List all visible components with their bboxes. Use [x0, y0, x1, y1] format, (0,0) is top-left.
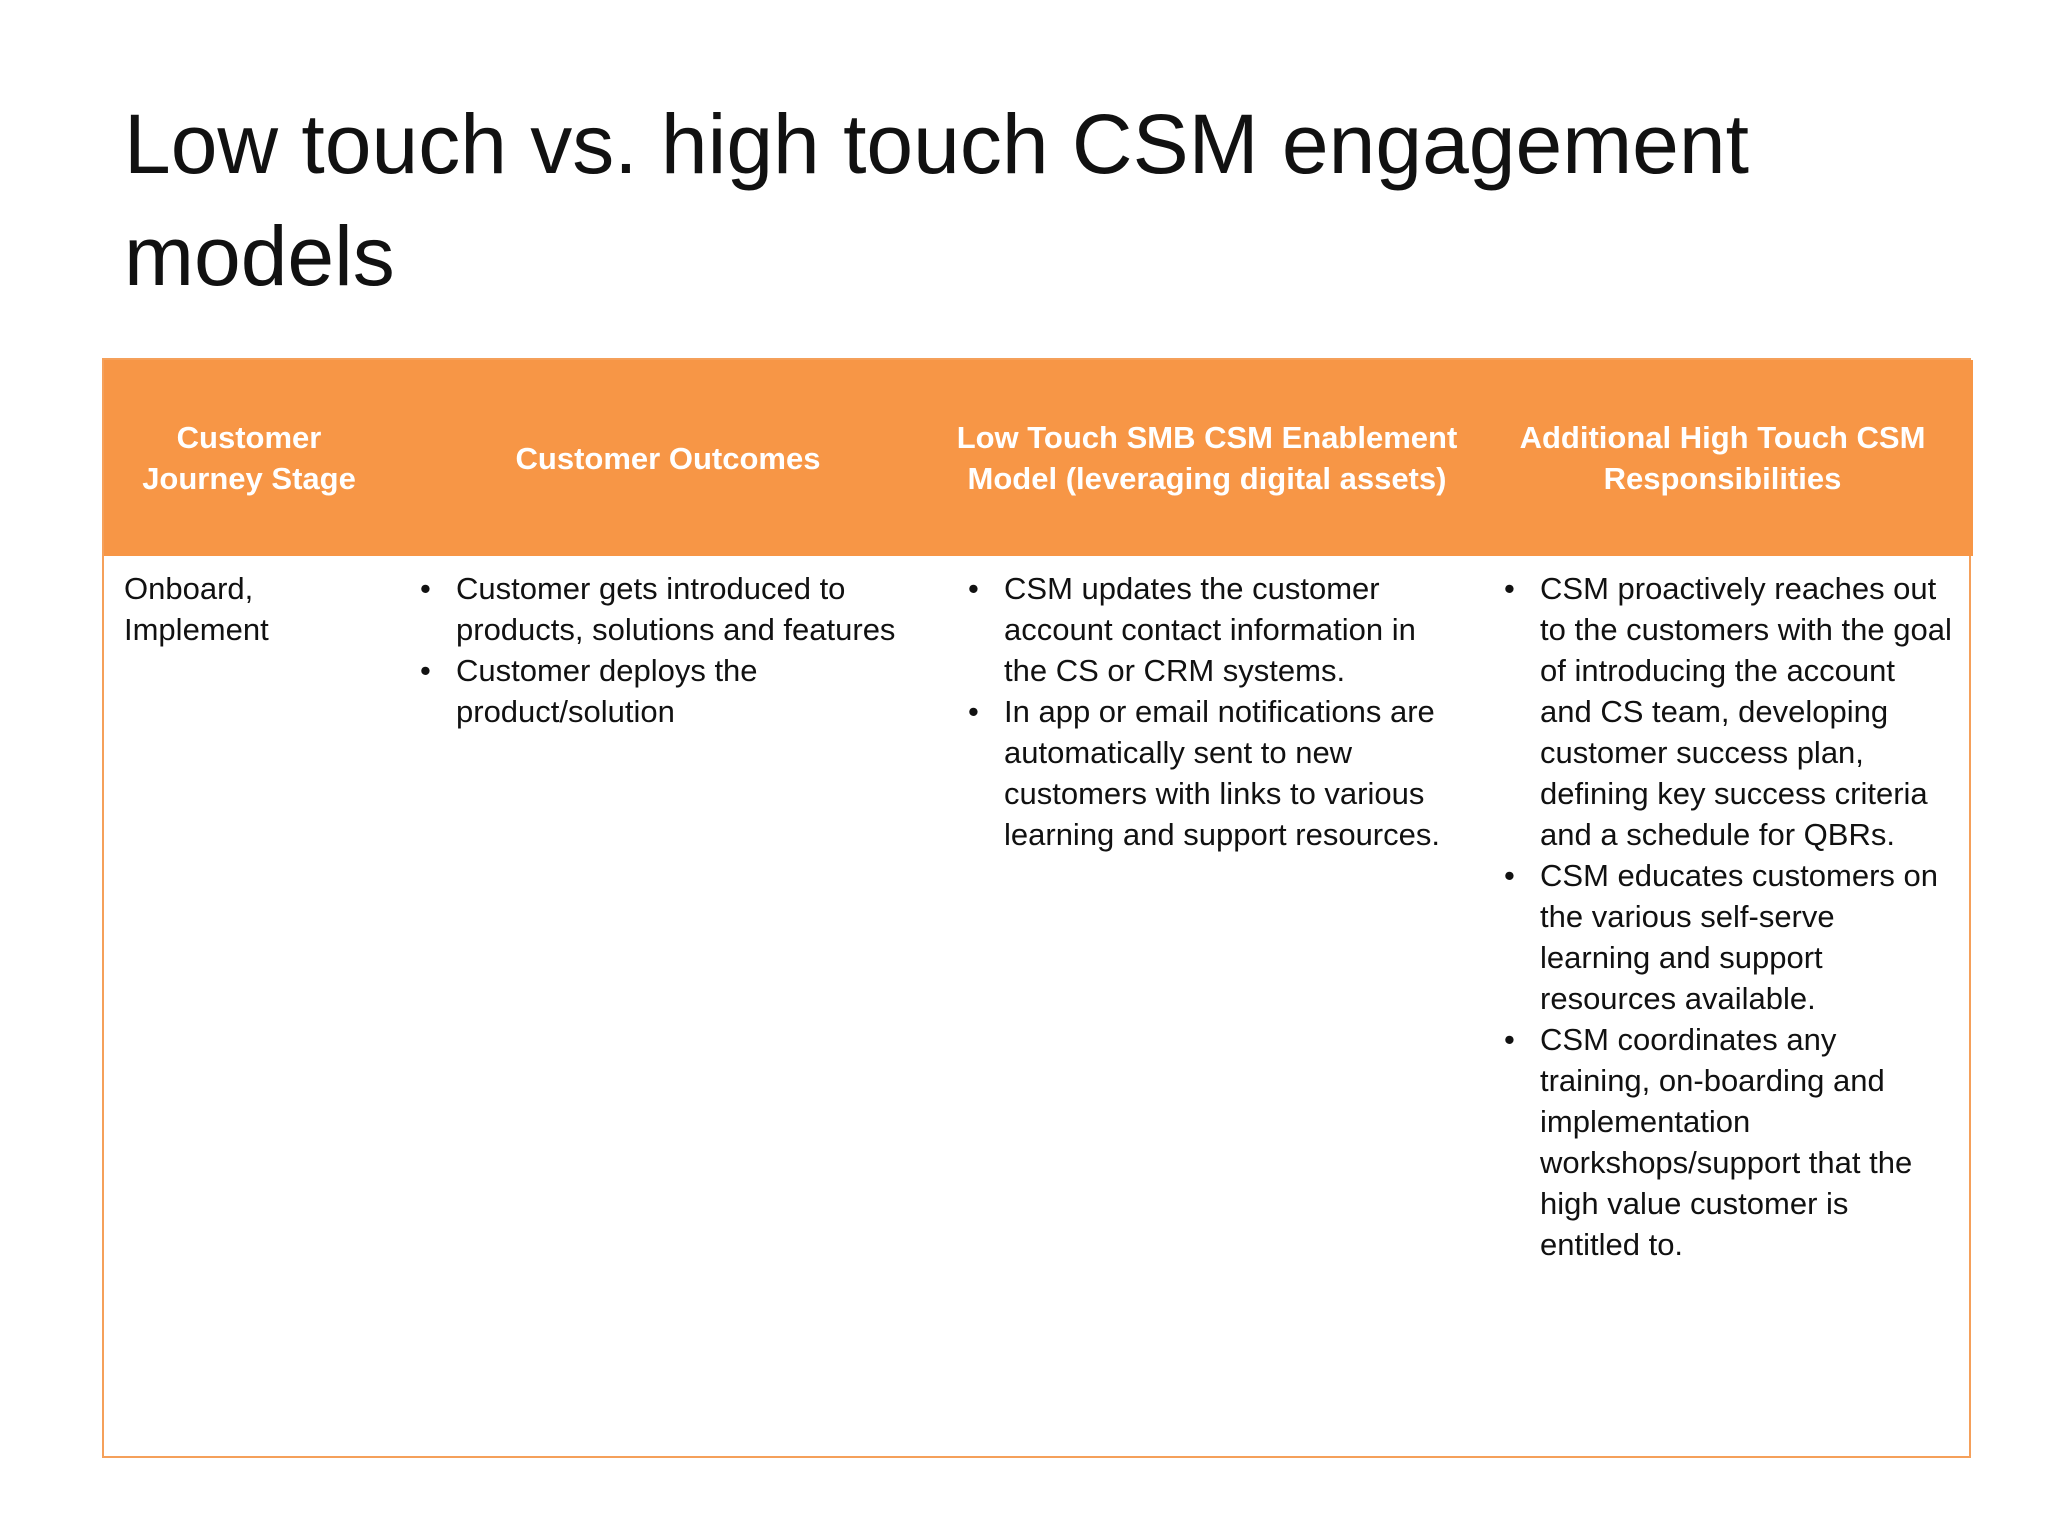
header-customer-journey-stage: Customer Journey Stage	[104, 360, 394, 556]
list-item: • Customer deploys the product/solution	[412, 650, 924, 732]
list-item: • CSM coordinates any training, on-boardi…	[1496, 1019, 1953, 1265]
bullet-icon: •	[968, 694, 979, 729]
outcomes-list: • Customer gets introduced to products, s…	[412, 568, 924, 732]
list-item: • Customer gets introduced to products, s…	[412, 568, 924, 650]
list-item-text: CSM educates customers on the various se…	[1540, 858, 1939, 1016]
list-item: • CSM updates the customer account contac…	[960, 568, 1454, 691]
list-item-text: Customer gets introduced to products, so…	[456, 571, 896, 647]
list-item-text: CSM updates the customer account contact…	[1004, 571, 1416, 688]
slide-title: Low touch vs. high touch CSM engagement …	[124, 97, 1749, 303]
header-high-touch-responsibilities: Additional High Touch CSM Responsibiliti…	[1472, 360, 1973, 556]
high-touch-cell: • CSM proactively reaches out to the cust…	[1472, 556, 1973, 1456]
stage-cell: Onboard, Implement	[124, 571, 269, 647]
list-item-text: CSM proactively reaches out to the custo…	[1540, 571, 1952, 852]
list-item: • CSM proactively reaches out to the cust…	[1496, 568, 1953, 855]
list-item-text: In app or email notifications are automa…	[1004, 694, 1440, 852]
header-customer-outcomes: Customer Outcomes	[394, 360, 942, 556]
low-touch-list: • CSM updates the customer account contac…	[960, 568, 1454, 855]
table-row: Onboard, Implement • Customer gets introd…	[104, 556, 1973, 1456]
bullet-icon: •	[1504, 1022, 1515, 1057]
list-item-text: CSM coordinates any training, on-boardin…	[1540, 1022, 1913, 1262]
bullet-icon: •	[1504, 858, 1515, 893]
high-touch-list: • CSM proactively reaches out to the cust…	[1496, 568, 1953, 1265]
low-touch-cell: • CSM updates the customer account contac…	[942, 556, 1472, 1456]
bullet-icon: •	[1504, 571, 1515, 606]
bullet-icon: •	[968, 571, 979, 606]
engagement-models-table: Customer Journey Stage Customer Outcomes…	[102, 358, 1973, 1458]
outcomes-cell: • Customer gets introduced to products, s…	[394, 556, 942, 1456]
bullet-icon: •	[420, 653, 431, 688]
header-low-touch-model: Low Touch SMB CSM Enablement Model (leve…	[942, 360, 1472, 556]
list-item: • CSM educates customers on the various s…	[1496, 855, 1953, 1019]
bullet-icon: •	[420, 571, 431, 606]
list-item: • In app or email notifications are autom…	[960, 691, 1454, 855]
table-header-row: Customer Journey Stage Customer Outcomes…	[104, 360, 1973, 556]
list-item-text: Customer deploys the product/solution	[456, 653, 758, 729]
